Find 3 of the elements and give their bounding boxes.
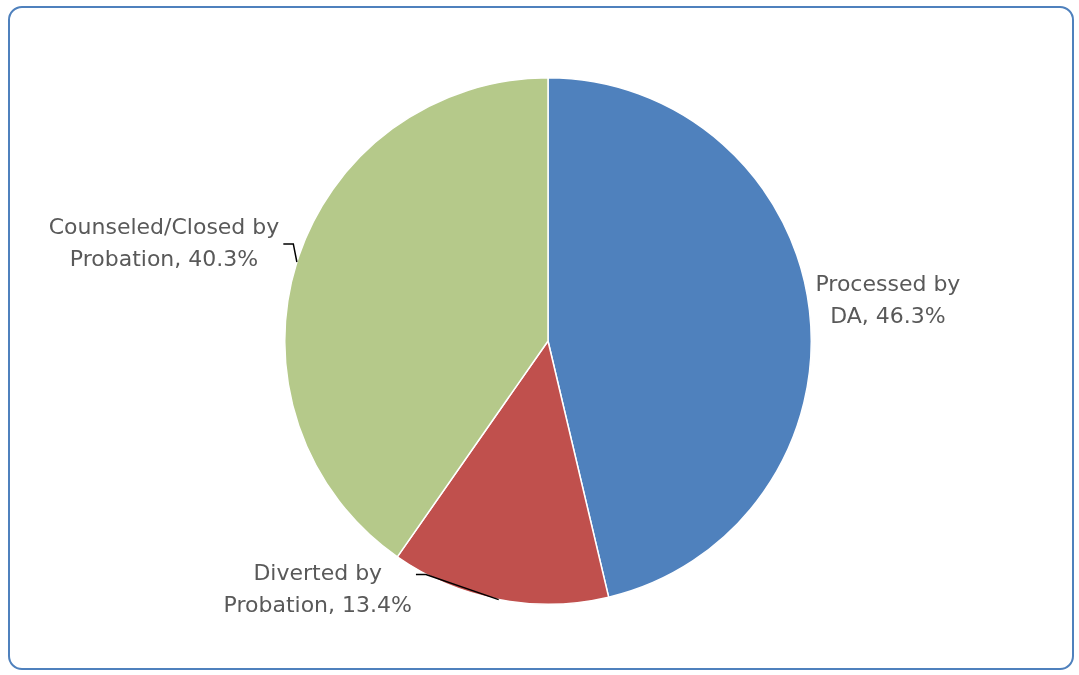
slice-label: Counseled/Closed by Probation, 40.3% <box>48 213 280 271</box>
slice-label: Processed by DA, 46.3% <box>815 271 961 329</box>
slice-label: Diverted by Probation, 13.4% <box>223 560 412 618</box>
